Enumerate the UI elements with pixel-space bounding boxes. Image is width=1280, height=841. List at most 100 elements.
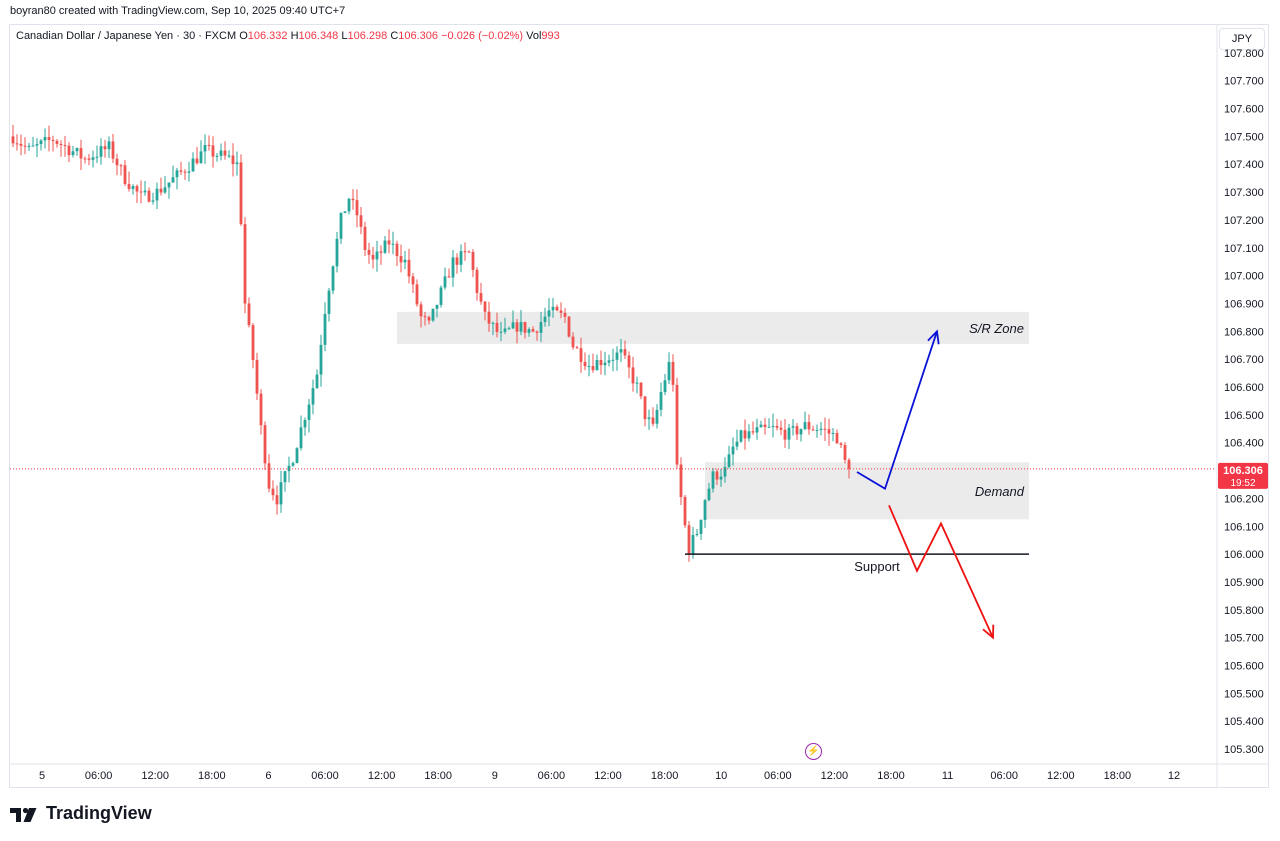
currency-button[interactable]: JPY [1219, 28, 1265, 50]
candle-body [831, 433, 835, 435]
price-tick-label: 107.700 [1224, 76, 1264, 88]
candle-body [127, 184, 131, 189]
candle-body [715, 471, 719, 480]
candle-body [531, 329, 535, 332]
candle-body [443, 276, 447, 288]
time-tick-label: 9 [492, 770, 498, 782]
price-tick-label: 106.000 [1224, 549, 1264, 561]
symbol-name[interactable]: Canadian Dollar / Japanese Yen · 30 · FX… [16, 30, 237, 42]
candle-body [191, 158, 195, 172]
candle-body [311, 388, 315, 405]
candle-body [747, 431, 751, 439]
candle-body [407, 259, 411, 277]
candle-body [791, 426, 795, 428]
candle-body [355, 200, 359, 216]
candle-body [235, 162, 239, 165]
volume-value: 993 [541, 30, 560, 42]
time-tick-label: 18:00 [198, 770, 226, 782]
time-tick-label: 06:00 [764, 770, 792, 782]
time-axis[interactable]: 5 06:00 12:00 18:00 6 06:00 12:00 18:00 9 06:00 12… [39, 770, 1180, 782]
candle-body [651, 417, 655, 424]
price-tick-label: 105.700 [1224, 633, 1264, 645]
change-value: −0.026 (−0.02%) [441, 30, 524, 42]
candle-body [215, 155, 219, 157]
candle-body [447, 276, 451, 278]
volume-label: Vol [526, 30, 542, 42]
bullish-arrow-head [927, 329, 940, 345]
candle-body [211, 145, 215, 157]
candle-body [759, 424, 763, 428]
candle-body [267, 463, 271, 489]
candle-body [495, 322, 499, 333]
candle-body [431, 308, 435, 321]
time-tick-label: 18:00 [1104, 770, 1132, 782]
candle-body [171, 177, 175, 183]
candle-body [615, 352, 619, 360]
candle-body [187, 171, 191, 173]
time-tick-label: 06:00 [311, 770, 339, 782]
candle-body [415, 284, 419, 305]
candle-body [783, 429, 787, 440]
candle-body [595, 359, 599, 371]
candle-body [207, 144, 211, 146]
candle-body [11, 136, 15, 144]
price-tick-label: 106.500 [1224, 410, 1264, 422]
candle-body [75, 148, 79, 152]
candle-body [455, 257, 459, 265]
support-label: Support [854, 559, 900, 574]
lightning-icon[interactable]: ⚡ [805, 743, 822, 760]
candle-body [123, 165, 127, 185]
candle-body [815, 429, 819, 431]
candle-body [55, 140, 59, 144]
candle-body [795, 426, 799, 435]
candle-body [319, 344, 323, 375]
candle-body [543, 316, 547, 323]
candle-body [671, 361, 675, 385]
candle-body [719, 476, 723, 480]
candle-body [439, 287, 443, 305]
candle-body [567, 316, 571, 337]
close-value: 106.306 [398, 30, 439, 42]
candle-body [711, 471, 715, 489]
time-tick-label: 11 [942, 770, 953, 782]
price-axis[interactable]: 107.800 107.700 107.600 107.500 107.400 107.3… [1224, 48, 1264, 756]
candle-body [363, 226, 367, 250]
candle-body [27, 145, 31, 147]
zone-box [397, 311, 1029, 344]
price-tick-label: 107.800 [1224, 48, 1264, 60]
price-tag-price: 106.306 [1223, 465, 1263, 477]
candle-body [503, 328, 507, 332]
candle-body [691, 534, 695, 554]
candle-body [839, 443, 843, 445]
candle-body [675, 384, 679, 465]
candle-body [51, 139, 55, 141]
candles-layer [11, 124, 851, 562]
candle-body [743, 430, 747, 439]
time-tick-label: 18:00 [651, 770, 679, 782]
candle-body [391, 243, 395, 245]
candle-body [571, 336, 575, 348]
price-tick-label: 105.400 [1224, 716, 1264, 728]
candle-body [475, 269, 479, 294]
candle-body [635, 382, 639, 384]
candle-body [151, 200, 155, 202]
candle-body [247, 303, 251, 326]
candle-body [539, 322, 543, 333]
open-value: 106.332 [247, 30, 288, 42]
price-tick-label: 107.200 [1224, 215, 1264, 227]
price-tick-label: 105.900 [1224, 577, 1264, 589]
candle-body [607, 360, 611, 363]
candle-body [119, 165, 123, 167]
candle-body [67, 145, 71, 156]
candle-body [307, 404, 311, 420]
time-tick-label: 18:00 [877, 770, 905, 782]
candle-body [631, 367, 635, 384]
candle-body [335, 238, 339, 267]
candle-body [367, 249, 371, 255]
candle-body [223, 150, 227, 156]
price-tick-label: 105.600 [1224, 661, 1264, 673]
candle-body [819, 428, 823, 430]
candle-body [43, 137, 47, 141]
candle-body [683, 497, 687, 526]
